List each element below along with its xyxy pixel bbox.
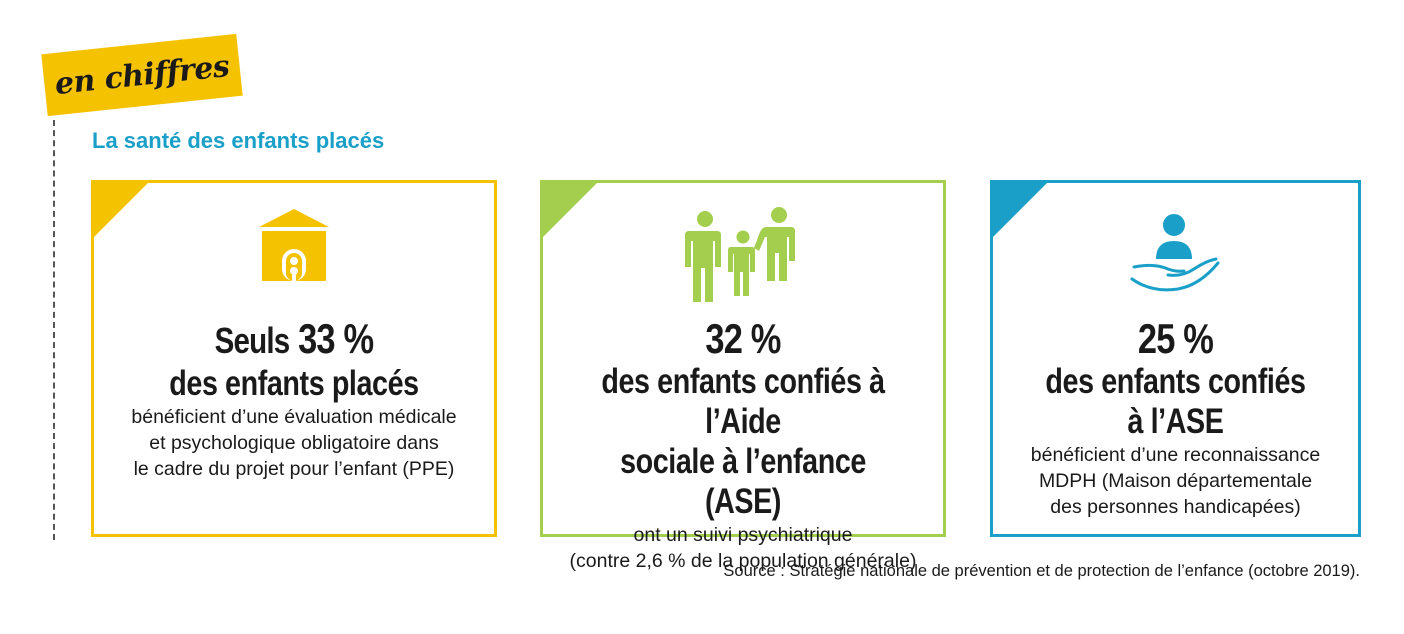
stat-subject-line: des enfants confiés: [1045, 362, 1306, 401]
stat-lead: Seuls: [214, 320, 290, 361]
hand-person-icon: [993, 209, 1358, 301]
card-corner: [990, 180, 1050, 240]
stat-figure: 33 %: [298, 315, 374, 362]
stat-detail-line: des personnes handicapées): [1050, 496, 1301, 518]
card-corner: [540, 180, 600, 240]
tag-label: en chiffres: [53, 48, 231, 102]
stat-detail-line: et psychologique obligatoire dans: [149, 432, 439, 454]
source-note: Source : Stratégie nationale de préventi…: [723, 562, 1360, 580]
stat-card-2: 32 % des enfants confiés à l’Aide social…: [540, 180, 946, 572]
stat-detail-line: bénéficient d’une reconnaissance: [1030, 444, 1321, 466]
stat-detail-line: MDPH (Maison départementale: [1038, 470, 1313, 492]
stat-subject: des enfants placés: [169, 364, 419, 403]
house-icon: [94, 205, 494, 297]
stat-detail-line: bénéficient d’une évaluation médicale: [131, 406, 457, 428]
stat-detail-line: le cadre du projet pour l’enfant (PPE): [133, 458, 455, 480]
family-icon: [543, 207, 943, 302]
stat-figure: 25 %: [1137, 315, 1214, 362]
stat-figure: 32 %: [705, 315, 781, 362]
stat-detail-line: (contre 2,6 % de la population générale): [569, 550, 917, 572]
stat-subject-line: à l’ASE: [1127, 402, 1224, 441]
dashed-divider: [53, 120, 55, 540]
stat-headline: Seuls 33 %: [130, 316, 458, 364]
page-title: La santé des enfants placés: [92, 128, 385, 153]
card-corner: [91, 180, 151, 240]
stat-card-1: Seuls 33 % des enfants placés bénéficien…: [91, 180, 497, 537]
en-chiffres-tag: en chiffres: [41, 33, 243, 117]
stat-subject-line: sociale à l’enfance (ASE): [620, 442, 866, 521]
stat-detail-line: ont un suivi psychiatrique: [633, 524, 853, 546]
stat-subject-line: des enfants confiés à l’Aide: [601, 362, 885, 441]
stat-card-3: 25 % des enfants confiés à l’ASE bénéfic…: [990, 180, 1361, 537]
